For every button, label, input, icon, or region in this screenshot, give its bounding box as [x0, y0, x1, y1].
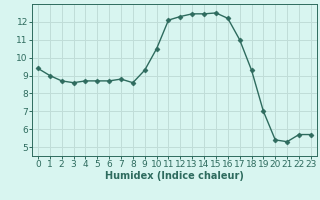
X-axis label: Humidex (Indice chaleur): Humidex (Indice chaleur) — [105, 171, 244, 181]
